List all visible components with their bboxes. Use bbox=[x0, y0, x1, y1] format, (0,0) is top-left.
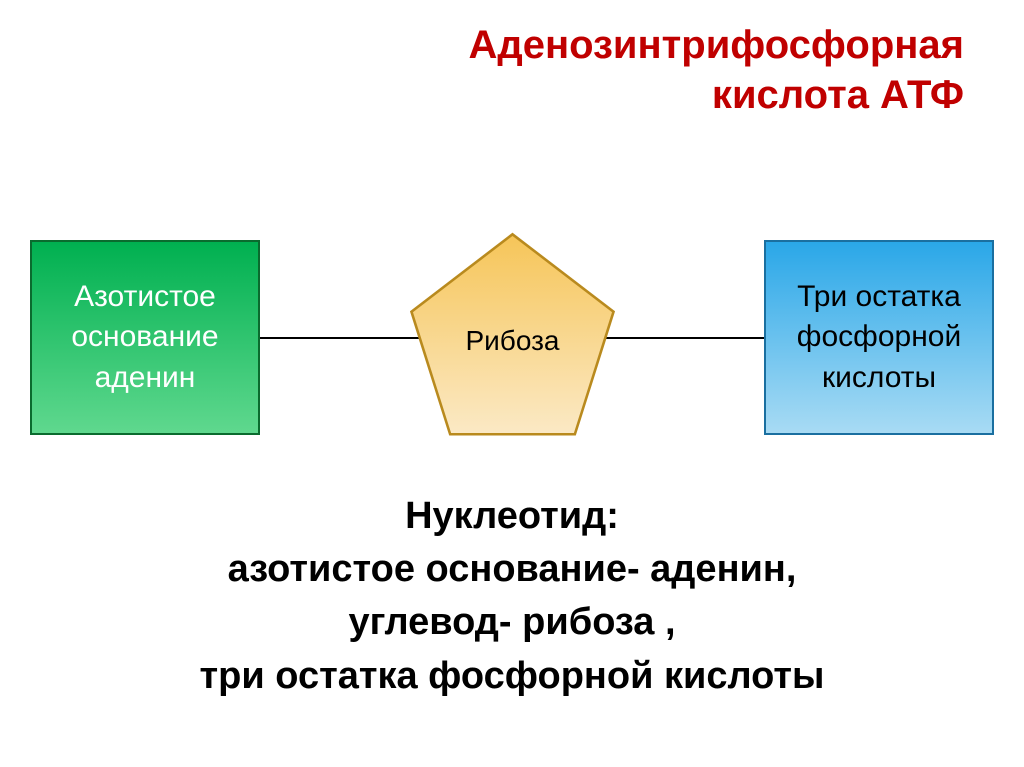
pentagon-ribose: Рибоза bbox=[405, 230, 620, 445]
left-box-adenine: Азотистое основание аденин bbox=[30, 240, 260, 435]
caption-line2: азотистое основание- аденин, bbox=[0, 543, 1024, 596]
left-box-line2: основание bbox=[71, 317, 218, 358]
right-box-line1: Три остатка bbox=[797, 277, 961, 318]
atp-diagram: Азотистое основание аденин Рибоза Три ос… bbox=[0, 210, 1024, 470]
pentagon-label: Рибоза bbox=[465, 325, 559, 357]
caption-line1: Нуклеотид: bbox=[0, 490, 1024, 543]
caption-line4: три остатка фосфорной кислоты bbox=[0, 650, 1024, 703]
left-box-text: Азотистое основание аденин bbox=[71, 277, 218, 399]
left-box-line1: Азотистое bbox=[71, 277, 218, 318]
left-box-line3: аденин bbox=[71, 358, 218, 399]
caption-line3: углевод- рибоза , bbox=[0, 596, 1024, 649]
diagram-title: Аденозинтрифосфорная кислота АТФ bbox=[468, 20, 964, 120]
right-box-line2: фосфорной bbox=[797, 317, 961, 358]
connector-left bbox=[260, 337, 420, 339]
nucleotide-caption: Нуклеотид: азотистое основание- аденин, … bbox=[0, 490, 1024, 703]
right-box-line3: кислоты bbox=[797, 358, 961, 399]
right-box-phosphate: Три остатка фосфорной кислоты bbox=[764, 240, 994, 435]
title-line1: Аденозинтрифосфорная bbox=[468, 20, 964, 70]
title-line2: кислота АТФ bbox=[468, 70, 964, 120]
right-box-text: Три остатка фосфорной кислоты bbox=[797, 277, 961, 399]
connector-right bbox=[605, 337, 765, 339]
